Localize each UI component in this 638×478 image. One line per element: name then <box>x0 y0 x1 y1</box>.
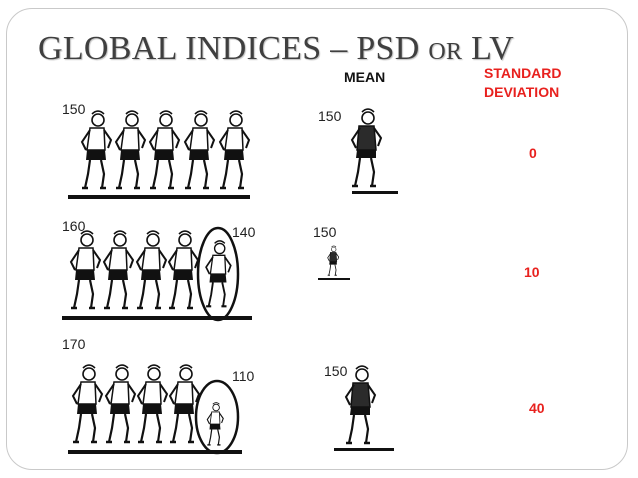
row2-right-value: 140 <box>232 224 256 240</box>
row1-mean-value: 150 <box>318 108 342 124</box>
runner-figure-icon <box>80 109 113 190</box>
row3-mean-value: 150 <box>324 363 348 379</box>
row1-runners <box>68 109 251 199</box>
row1-mean-ground-line <box>352 191 398 194</box>
mean-header: MEAN <box>344 69 386 85</box>
runner-figure-icon <box>206 401 224 446</box>
row1-sd-value: 0 <box>529 145 537 161</box>
row3-left-value: 170 <box>62 336 86 352</box>
row3-sd-value: 40 <box>529 400 545 416</box>
title-tail: LV <box>462 30 514 67</box>
title-main: GLOBAL INDICES – PSD <box>38 30 429 67</box>
row3-mean-runner <box>334 364 394 451</box>
runner-figure-icon <box>148 109 181 190</box>
row3-ground-line <box>68 450 242 454</box>
row3-right-value: 110 <box>232 368 255 384</box>
runner-figure-icon <box>218 109 251 190</box>
row3-runners <box>68 363 242 455</box>
runner-figure-icon <box>168 363 201 444</box>
runner-figure-icon <box>205 239 232 308</box>
runner-figure-icon <box>350 107 383 188</box>
sd-header-line1: STANDARD <box>484 65 562 81</box>
runner-figure-icon <box>136 363 169 444</box>
row2-mean-runner <box>318 245 350 280</box>
runner-figure-icon <box>135 229 168 310</box>
runner-figure-icon <box>327 245 340 276</box>
runner-figure-icon <box>183 109 216 190</box>
runner-figure-icon <box>71 363 104 444</box>
runner-figure-icon <box>167 229 200 310</box>
row2-mean-ground-line <box>318 278 350 280</box>
row1-mean-runner <box>350 107 398 194</box>
runner-figure-icon <box>69 229 102 310</box>
row2-left-value: 160 <box>62 218 86 234</box>
slide-title: GLOBAL INDICES – PSD OR LV <box>38 30 514 68</box>
runner-figure-icon <box>114 109 147 190</box>
row2-ground-line <box>62 316 252 320</box>
slide-frame <box>6 8 628 470</box>
runner-figure-icon <box>104 363 137 444</box>
row1-left-value: 150 <box>62 101 86 117</box>
sd-header-line2: DEVIATION <box>484 84 560 100</box>
row2-mean-value: 150 <box>313 224 337 240</box>
title-or: OR <box>428 39 463 65</box>
row1-ground-line <box>68 195 250 199</box>
runner-figure-icon <box>344 364 377 445</box>
runner-figure-icon <box>102 229 135 310</box>
sd-header: STANDARD DEVIATION <box>484 64 562 102</box>
row2-sd-value: 10 <box>524 264 540 280</box>
row3-mean-ground-line <box>334 448 394 451</box>
row2-runners <box>62 226 252 322</box>
